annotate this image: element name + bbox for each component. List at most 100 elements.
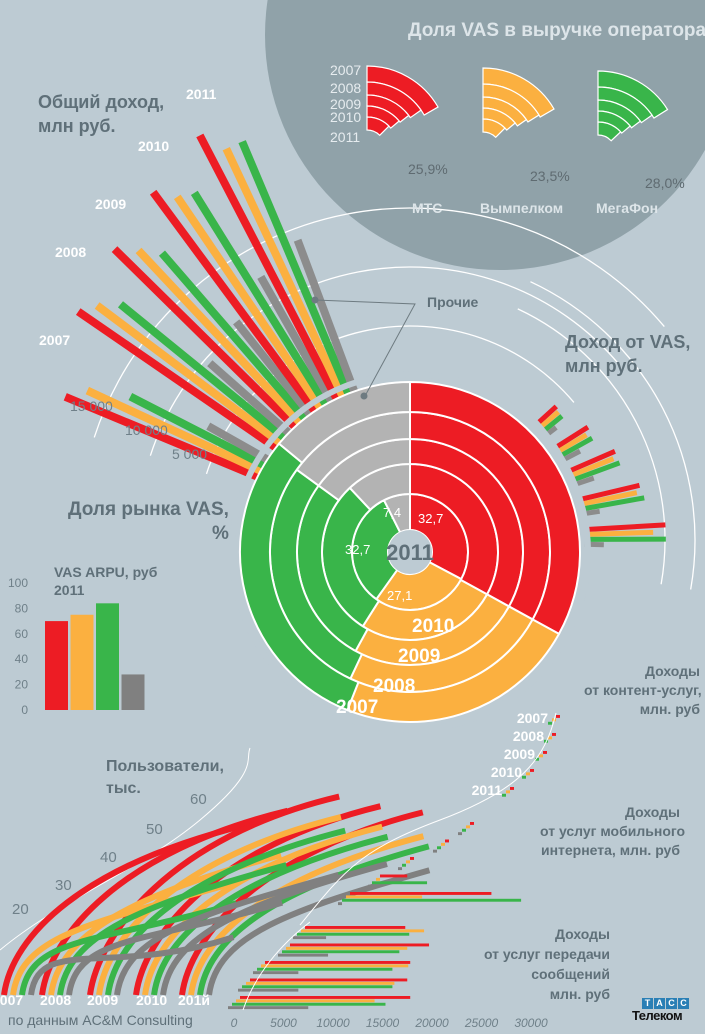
share-year-2010: 2010 bbox=[330, 109, 362, 125]
vas-revenue-bar-Прочие bbox=[563, 448, 582, 462]
share-year-2008: 2008 bbox=[330, 80, 362, 96]
msg-title-line2: от услуг передачи bbox=[483, 946, 610, 962]
vas-revenue-bar-МТС bbox=[556, 424, 590, 449]
content-revenue: 2007 2008 2009 2010 2011 bbox=[472, 710, 560, 798]
mobile-internet-revenue-bar-Прочие-2010 bbox=[368, 884, 372, 888]
content-revenue-bar-Вымпелком-2008 bbox=[548, 736, 552, 740]
arpu-ytick-80: 80 bbox=[15, 601, 29, 615]
total-bar-Вымпелком bbox=[222, 146, 348, 402]
mobile-internet-revenue-bar-МТС-2009 bbox=[410, 857, 414, 860]
total-year-2008: 2008 bbox=[55, 244, 87, 260]
total-year-2010: 2010 bbox=[138, 138, 170, 154]
vas-revenue-bars-2008 bbox=[556, 424, 594, 462]
revenue-breakdown-charts: 2007 2008 2009 2010 2011 0 5000 10000 15000 20000… bbox=[228, 710, 560, 1030]
share-arc-2011 bbox=[366, 116, 390, 137]
msg-title-line1: Доходы bbox=[555, 926, 610, 942]
total-year-2007: 2007 bbox=[39, 332, 71, 348]
total-bar-Вымпелком bbox=[94, 302, 289, 451]
mobile-internet-revenue-bar-МТС-2011 bbox=[350, 892, 492, 895]
messaging-revenue-bar-МегаФон-2011 bbox=[232, 1002, 386, 1006]
vas-revenue-chart bbox=[517, 281, 696, 590]
content-revenue-bar-МТС-2008 bbox=[552, 733, 556, 736]
content-revenue-bar-МегаФон-2010 bbox=[522, 775, 526, 779]
total-bars-2009 bbox=[111, 246, 317, 435]
content-revenue-bar-МегаФон-2007 bbox=[548, 721, 552, 725]
total-bar-МегаФон bbox=[190, 190, 332, 411]
users-curve-Вымпелком-2009 bbox=[96, 814, 342, 996]
donut-ring-label-2009: 2009 bbox=[398, 646, 440, 667]
content-revenue-year-2007: 2007 bbox=[517, 710, 548, 726]
total-bar-Прочие bbox=[293, 238, 360, 397]
others-annotation: Прочие bbox=[427, 294, 479, 310]
mobile-internet-revenue-bar-Прочие-2009 bbox=[398, 867, 402, 871]
mobile-internet-revenue-bar-МТС-2010 bbox=[380, 874, 408, 878]
total-bars-2011 bbox=[196, 133, 360, 405]
vas-revenue-title-line2: млн руб. bbox=[565, 356, 643, 376]
vas-revenue-reference-arc-outer bbox=[530, 281, 696, 590]
vas-revenue-bar-Вымпелком bbox=[571, 456, 615, 478]
users-title-line1: Пользователи, bbox=[106, 758, 224, 775]
vas-share-of-revenue-chart bbox=[366, 65, 669, 142]
donut-center bbox=[388, 530, 432, 574]
messaging-revenue-bar-Вымпелком-2007 bbox=[301, 929, 425, 933]
total-year-2011: 2011 bbox=[186, 86, 217, 102]
arpu-bar-Прочие bbox=[121, 674, 145, 710]
mobile-internet-revenue-bar-МТС-2008 bbox=[445, 839, 449, 843]
vas-revenue-bar-МегаФон bbox=[581, 495, 645, 512]
vas-revenue-bar-Вымпелком bbox=[580, 490, 638, 507]
arpu-title-year: 2011 bbox=[54, 582, 85, 598]
messaging-revenue-bar-МТС-2007 bbox=[305, 926, 406, 929]
mobile-internet-revenue-bar-Прочие-2007 bbox=[458, 832, 462, 836]
internet-title-line3: интернета, млн. руб bbox=[540, 842, 680, 858]
total-bar-Прочие bbox=[206, 422, 277, 468]
mobile-internet-revenue-bar-Прочие-2011 bbox=[338, 902, 342, 906]
arpu-ytick-20: 20 bbox=[15, 678, 29, 692]
messaging-guide-curve bbox=[242, 921, 311, 1011]
total-bar-Прочие bbox=[257, 274, 338, 408]
arpu-ytick-40: 40 bbox=[15, 652, 29, 666]
content-revenue-bar-МегаФон-2011 bbox=[502, 793, 506, 797]
vas-revenue-bar-Прочие bbox=[575, 475, 595, 487]
share-arc-2011 bbox=[482, 118, 506, 139]
users-curve-Вымпелком-2010 bbox=[142, 823, 383, 996]
donut-outer-gap bbox=[229, 371, 591, 733]
vas-revenue-bar-МегаФон bbox=[561, 436, 594, 457]
messaging-revenue-title: Доходы от услуг передачи сообщений млн. … bbox=[480, 924, 610, 1004]
vas-revenue-bars-2009 bbox=[569, 449, 621, 487]
msg-xtick-25000: 25000 bbox=[464, 1016, 499, 1030]
messaging-revenue-bar-Прочие-2010 bbox=[238, 988, 299, 992]
messaging-revenue-bar-МТС-2011 bbox=[240, 996, 411, 999]
content-revenue-title: Доходы от контент-услуг, млн. руб bbox=[584, 662, 702, 719]
content-revenue-year-2008: 2008 bbox=[513, 728, 544, 744]
internet-title-line2: от услуг мобильного bbox=[540, 823, 686, 839]
messaging-revenue-bar-Вымпелком-2010 bbox=[246, 981, 395, 985]
logo-letter: А bbox=[654, 998, 665, 1009]
total-axis-10000: 10 000 bbox=[125, 422, 168, 438]
users-title: Пользователи, тыс. bbox=[106, 756, 224, 800]
messaging-revenue-bar-МТС-2008 bbox=[290, 943, 430, 947]
share-fan-МегаФон bbox=[597, 70, 669, 142]
arpu-ytick-0: 0 bbox=[21, 703, 28, 717]
logo-telecom: Телеком bbox=[632, 1008, 683, 1023]
arpu-bar-МТС bbox=[45, 621, 68, 710]
total-bar-МТС bbox=[149, 189, 322, 418]
donut-ring-label-2007: 2007 bbox=[336, 697, 378, 718]
donut-ring-label-2008: 2008 bbox=[373, 676, 415, 697]
content-title-line2: от контент-услуг, bbox=[584, 682, 702, 698]
donut-center-year: 2011 bbox=[386, 540, 434, 565]
total-axis-15000: 15 000 bbox=[70, 398, 113, 414]
content-revenue-bar-МТС-2010 bbox=[530, 769, 534, 772]
users-curve-Прочие-2010 bbox=[160, 861, 388, 996]
messaging-revenue bbox=[228, 926, 430, 1010]
total-axis-5000: 5 000 bbox=[172, 446, 208, 462]
mobile-internet-revenue-bar-МегаФон-2008 bbox=[437, 846, 441, 850]
content-title-line1: Доходы bbox=[645, 663, 700, 679]
users-ytick-20: 20 bbox=[12, 901, 29, 918]
vas-revenue-bars-2011 bbox=[584, 522, 666, 548]
vas-revenue-bar-МТС bbox=[537, 404, 558, 424]
mobile-internet-revenue-bar-МегаФон-2007 bbox=[462, 828, 466, 832]
messaging-revenue-bar-Прочие-2008 bbox=[278, 953, 329, 957]
total-bar-Вымпелком bbox=[173, 194, 327, 414]
msg-xtick-15000: 15000 bbox=[366, 1016, 400, 1030]
others-leader-dot-bars bbox=[311, 296, 319, 304]
